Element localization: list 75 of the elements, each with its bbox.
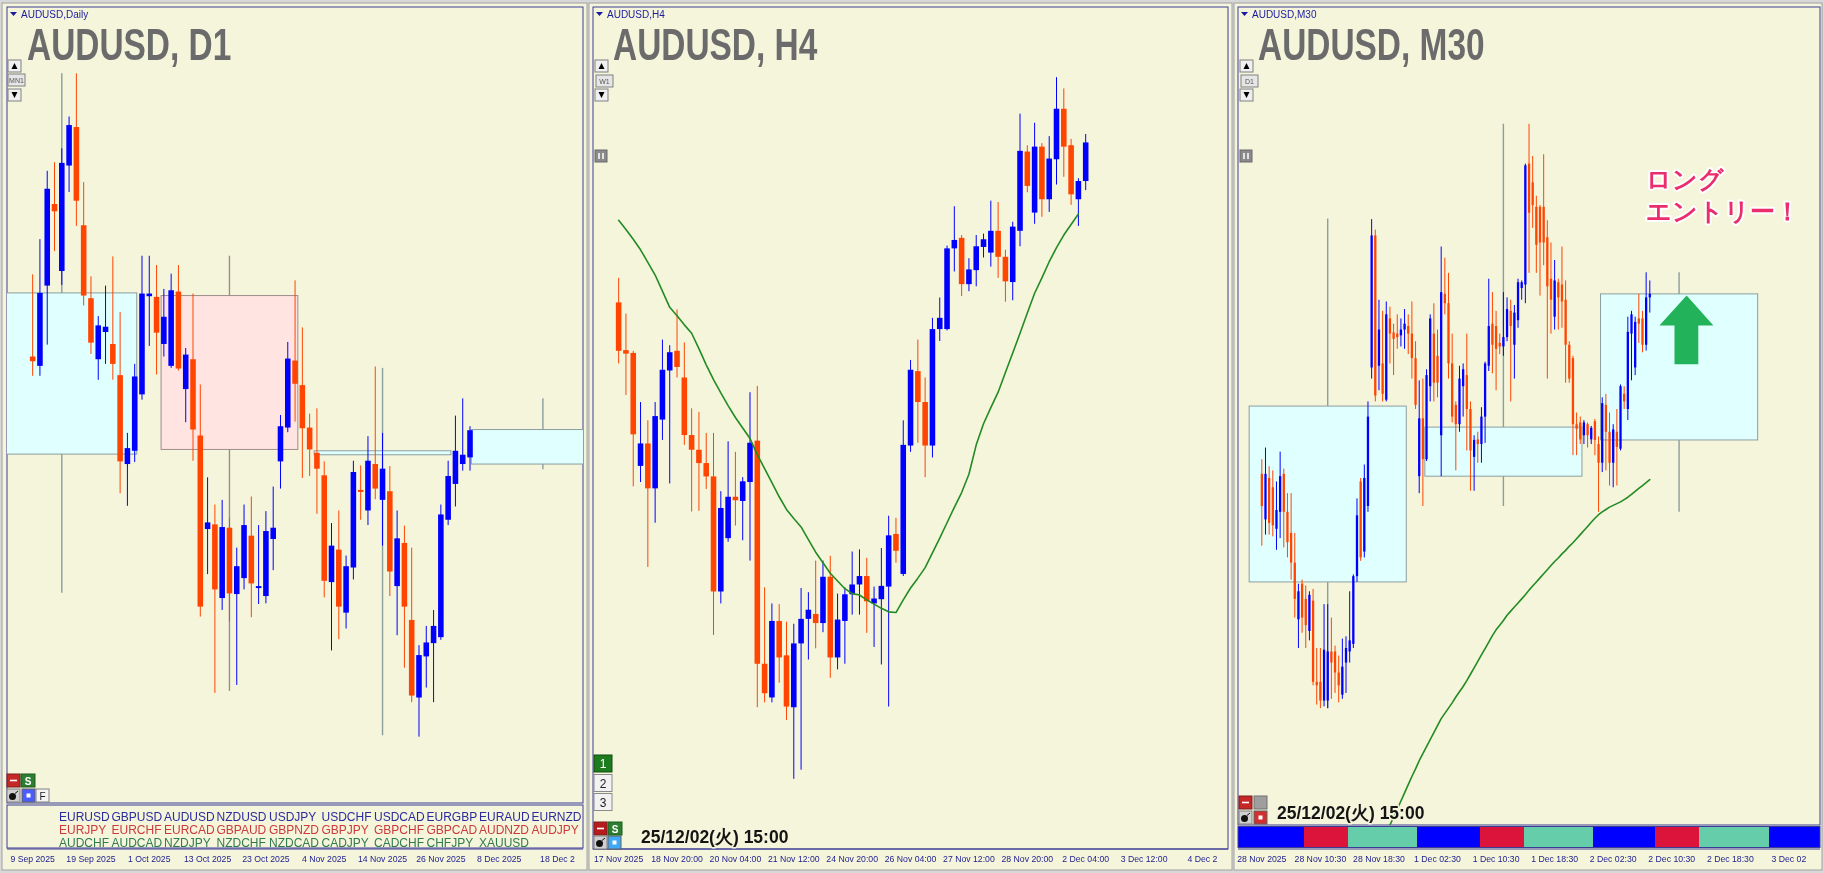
text: GBPCAD [426,822,478,837]
chart-subtitle: AUDUSD,H4 [607,8,666,20]
x-tick-label: 28 Nov 20:00 [1001,854,1054,864]
annotation: エントリー！ [1646,197,1800,225]
text: F [39,790,46,802]
text: EURGBP [426,809,478,824]
x-tick-label: 17 Nov 2025 [594,854,644,864]
text: EURJPY [59,822,107,837]
text: GBPJPY [321,822,369,837]
x-tick-label: 26 Nov 04:00 [884,854,937,864]
x-tick-label: 26 Nov 2025 [416,854,466,864]
x-tick-label: 4 Nov 2025 [302,854,347,864]
text: USDJPY [269,809,317,824]
x-tick-label: 20 Nov 04:00 [709,854,762,864]
x-tick-label: 1 Dec 18:30 [1531,854,1579,864]
text: EURUSD [59,809,111,824]
x-tick-label: 1 Dec 02:30 [1414,854,1462,864]
x-tick-label: 2 Dec 04:00 [1062,854,1110,864]
text: CADCHF [374,835,424,850]
text: GBPNZD [269,822,320,837]
x-tick-label: 14 Nov 2025 [357,854,408,864]
text: AUDJPY [531,822,579,837]
x-tick-label: 24 Nov 20:00 [826,854,879,864]
text: 3 [599,795,607,810]
text: 2 [599,776,607,791]
x-tick-label: 13 Oct 2025 [183,854,232,864]
text: EURCAD [164,822,216,837]
text: GBPCHF [374,822,425,837]
x-tick-label: 28 Nov 10:30 [1294,854,1347,864]
text: GBPAUD [216,822,267,837]
x-tick-label: 8 Dec 2025 [476,854,522,864]
text: 1 [599,757,607,771]
x-tick-label: 2 Dec 18:30 [1706,854,1754,864]
x-tick-label: 28 Nov 18:30 [1353,854,1405,864]
text: GBPUSD [111,809,163,824]
x-tick-label: 2 Dec 10:30 [1648,854,1696,864]
text: USDCAD [374,809,426,824]
text: USDCHF [321,809,372,824]
text: EURNZD [531,809,582,824]
text: S [611,823,619,835]
text: CADJPY [321,835,369,850]
chart-subtitle: AUDUSD,Daily [21,8,89,20]
x-tick-label: 4 Dec 2 [1187,854,1218,864]
chart-subtitle: AUDUSD,M30 [1252,8,1317,20]
text: NZDCAD [269,835,320,850]
text: CHFJPY [426,835,474,850]
x-tick-label: 18 Nov 20:00 [651,854,704,864]
chart-title: AUDUSD, D1 [27,20,232,70]
text: AUDNZD [479,822,530,837]
x-tick-label: 3 Dec 02 [1771,854,1807,864]
text: XAUUSD [479,835,530,850]
x-tick-label: 28 Nov 2025 [1237,854,1287,864]
text: 25/12/02(火) 15:00 [641,827,789,847]
text: EURCHF [111,822,162,837]
x-tick-label: 27 Nov 12:00 [943,854,995,864]
text: AUDCHF [59,835,109,850]
text: S [24,775,32,787]
x-tick-label: 21 Nov 12:00 [767,854,820,864]
text: NZDUSD [216,809,267,824]
text: NZDJPY [164,835,211,850]
x-tick-label: 19 Sep 2025 [66,854,116,864]
x-tick-label: 9 Sep 2025 [10,854,56,864]
x-tick-label: 3 Dec 12:00 [1120,854,1168,864]
x-tick-label: 1 Dec 10:30 [1472,854,1520,864]
x-tick-label: 2 Dec 02:30 [1589,854,1637,864]
chart-title: AUDUSD, H4 [613,20,818,70]
text: AUDUSD [164,809,216,824]
text: AUDCAD [111,835,163,850]
x-tick-label: 1 Oct 2025 [128,854,171,864]
text: EURAUD [479,809,531,824]
x-tick-label: 23 Oct 2025 [242,854,290,864]
annotation: ロング [1646,165,1725,193]
chart-title: AUDUSD, M30 [1258,20,1485,70]
x-tick-label: 18 Dec 2 [540,854,576,864]
text: NZDCHF [216,835,266,850]
